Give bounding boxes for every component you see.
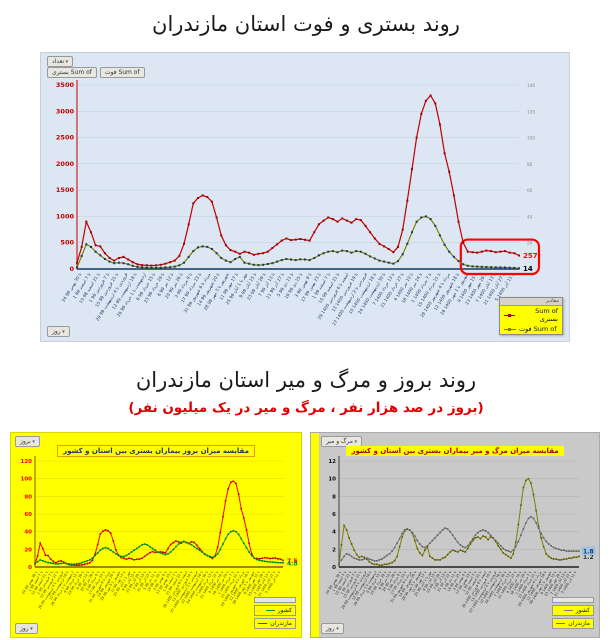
mortality-field-button[interactable]: مرگ و میر ▾ xyxy=(321,436,363,448)
mortality-legend[interactable]: کشور مازندران xyxy=(552,597,594,629)
svg-text:12: 12 xyxy=(328,459,336,465)
svg-text:0: 0 xyxy=(28,565,32,571)
legend-item-keshvar[interactable]: کشور xyxy=(552,605,594,616)
chevron-down-icon: ▾ xyxy=(30,439,35,445)
chevron-down-icon: ▾ xyxy=(28,625,33,632)
svg-text:40: 40 xyxy=(527,214,533,219)
svg-text:40: 40 xyxy=(24,530,32,536)
pivot-value-field-button[interactable]: تعداد ▾ xyxy=(47,56,74,68)
legend-label: کشور xyxy=(575,607,590,614)
legend-label: Sum of فوت xyxy=(519,325,557,333)
pivot-field-button-fot[interactable]: Sum of فوت xyxy=(99,67,145,79)
top-section-title: روند بستری و فوت استان مازندران xyxy=(152,12,460,36)
pivot-value-field-label: تعداد xyxy=(52,58,65,65)
olive-line-marker-icon xyxy=(556,623,566,624)
legend-header: مقادیر xyxy=(500,298,562,306)
legend-label: مازندران xyxy=(568,620,590,627)
svg-text:3500: 3500 xyxy=(56,81,75,89)
pivot-field-buttons: Sum of بستری Sum of فوت xyxy=(47,67,145,79)
legend-header-strip xyxy=(552,597,594,603)
chevron-down-icon: ▾ xyxy=(60,328,65,335)
bottom-section-title: روند بروز و مرگ و میر استان مازندران xyxy=(135,368,477,392)
svg-text:8: 8 xyxy=(332,494,336,500)
svg-text:1000: 1000 xyxy=(56,212,75,220)
legend-header-strip xyxy=(254,597,296,603)
svg-text:140: 140 xyxy=(527,83,535,88)
gray-line-marker-icon xyxy=(563,610,573,611)
red-line-marker-icon xyxy=(258,623,268,624)
svg-text:6: 6 xyxy=(332,512,336,518)
legend-label: مازندران xyxy=(270,620,292,627)
chart-legend[interactable]: مقادیر Sum of بستری Sum of فوت xyxy=(499,297,563,335)
incidence-chart-panel: بروز ▾ مقایسه میزان بروز بیماران بستری ب… xyxy=(10,432,302,638)
pivot-field-label: Sum of بستری xyxy=(52,69,92,76)
chevron-down-icon: ▾ xyxy=(352,439,358,445)
svg-text:3000: 3000 xyxy=(56,107,75,115)
svg-text:1500: 1500 xyxy=(56,186,75,194)
svg-text:0: 0 xyxy=(69,265,74,273)
svg-text:1.2: 1.2 xyxy=(583,554,594,561)
filter-label: روز xyxy=(20,624,29,632)
hospitalization-chart-panel: تعداد ▾ Sum of بستری Sum of فوت 0 500 1000… xyxy=(40,52,570,342)
bottom-section-subtitle: (بروز در صد هزار نفر ، مرگ و میر در یک م… xyxy=(128,400,484,416)
svg-text:100: 100 xyxy=(21,477,33,483)
olive-line-marker-icon xyxy=(504,327,516,331)
svg-text:0: 0 xyxy=(332,565,336,571)
pivot-field-label: Sum of فوت xyxy=(104,69,140,76)
legend-label: Sum of بستری xyxy=(535,307,558,323)
svg-text:257: 257 xyxy=(523,252,538,260)
legend-item-fot[interactable]: Sum of فوت xyxy=(500,324,562,334)
svg-text:500: 500 xyxy=(60,239,74,247)
svg-text:100: 100 xyxy=(527,136,535,141)
svg-text:80: 80 xyxy=(527,162,533,167)
field-label: بروز xyxy=(20,438,31,445)
yellow-side-strip xyxy=(311,433,319,637)
legend-item-mazandaran[interactable]: مازندران xyxy=(254,618,296,629)
svg-text:120: 120 xyxy=(527,109,535,114)
svg-text:20: 20 xyxy=(24,547,32,553)
green-line-marker-icon xyxy=(265,610,275,611)
svg-text:60: 60 xyxy=(527,188,533,193)
svg-text:80: 80 xyxy=(24,494,32,500)
filter-label: روز xyxy=(52,327,61,335)
legend-item-mazandaran[interactable]: مازندران xyxy=(552,618,594,629)
pivot-axis-filter-button[interactable]: روز ▾ xyxy=(47,325,70,337)
incidence-filter-button[interactable]: روز ▾ xyxy=(15,622,38,634)
svg-text:1.8: 1.8 xyxy=(583,549,594,556)
svg-text:7.5: 7.5 xyxy=(287,558,298,565)
svg-text:2500: 2500 xyxy=(56,134,75,142)
svg-text:60: 60 xyxy=(24,512,32,518)
svg-text:4: 4 xyxy=(332,530,336,536)
red-line-marker-icon xyxy=(504,313,516,317)
pivot-field-button-bastari[interactable]: Sum of بستری xyxy=(47,67,97,79)
chevron-down-icon: ▾ xyxy=(334,625,339,632)
field-label: مرگ و میر xyxy=(326,438,353,445)
svg-text:20: 20 xyxy=(527,241,533,246)
legend-item-keshvar[interactable]: کشور xyxy=(254,605,296,616)
svg-text:4.8: 4.8 xyxy=(287,560,298,567)
svg-text:2000: 2000 xyxy=(56,160,75,168)
legend-item-bastari[interactable]: Sum of بستری xyxy=(500,306,562,324)
chevron-down-icon: ▾ xyxy=(64,59,69,65)
mortality-filter-button[interactable]: روز ▾ xyxy=(321,622,344,634)
incidence-legend[interactable]: کشور مازندران xyxy=(254,597,296,629)
svg-text:14: 14 xyxy=(523,265,533,273)
svg-text:2: 2 xyxy=(332,547,336,553)
mortality-chart-panel: مرگ و میر ▾ مقایسه میزان مرگ و میر بیمار… xyxy=(310,432,600,638)
incidence-field-button[interactable]: بروز ▾ xyxy=(15,436,40,448)
hospitalization-death-chart: 0 500 1000 1500 2000 2500 3000 3500 20 40 60 80 100 1… xyxy=(56,80,541,327)
legend-label: کشور xyxy=(277,607,292,614)
filter-label: روز xyxy=(326,624,335,632)
svg-text:10: 10 xyxy=(328,477,336,483)
svg-text:120: 120 xyxy=(21,459,33,465)
